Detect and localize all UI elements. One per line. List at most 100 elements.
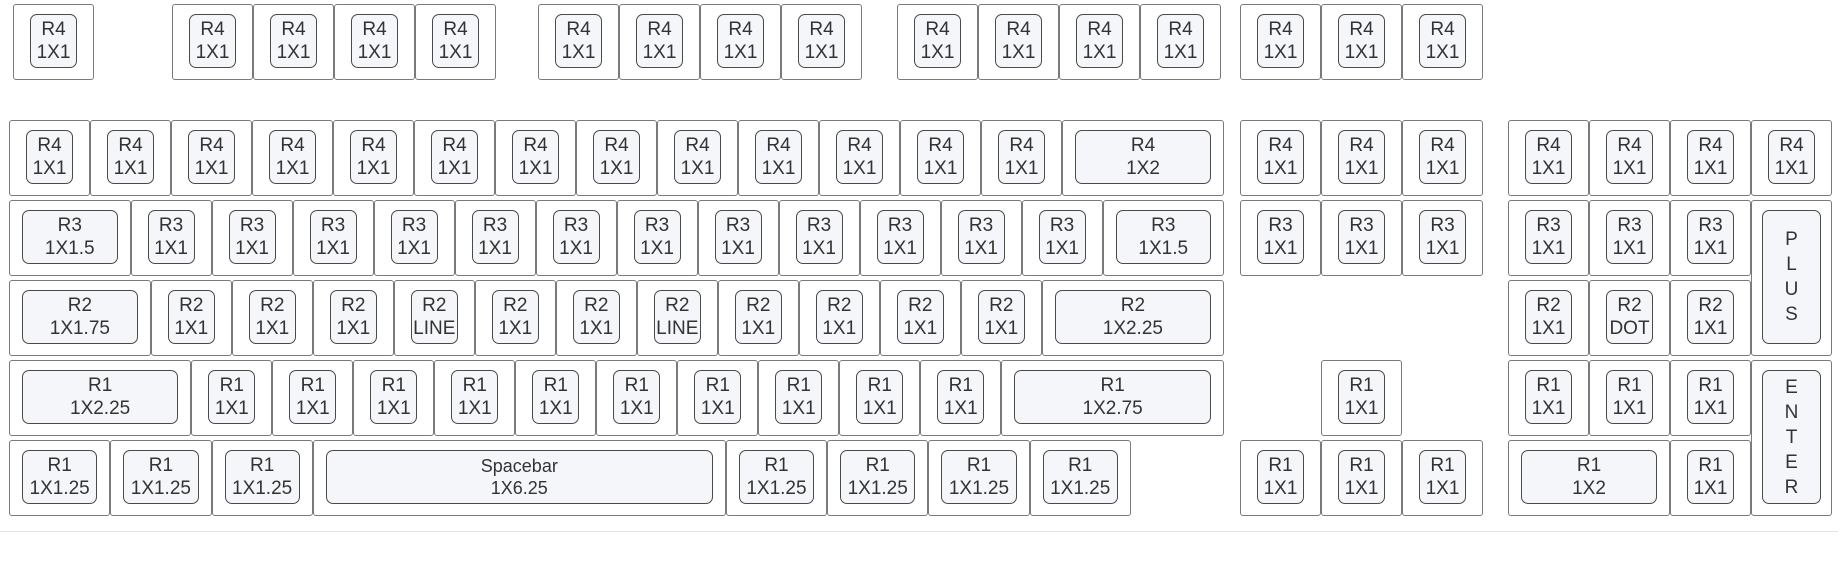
key-backslash: R3 1X1.5 — [1102, 200, 1224, 276]
keycap-row-label: R1 — [865, 455, 890, 476]
key-v: R1 1X1 — [434, 360, 516, 436]
keycap-n8: R4 1X1 — [674, 130, 721, 184]
key-q: R3 1X1 — [130, 200, 212, 276]
keycap-size-label: 1X1 — [113, 158, 148, 179]
keycap-f1: R4 1X1 — [189, 14, 236, 68]
keycap-row-label: R4 — [1617, 135, 1642, 156]
keycap-left-ctrl: R1 1X1.25 — [22, 450, 98, 504]
key-spacebar: Spacebar 1X6.25 — [312, 440, 726, 516]
keycap-size-label: 1X1 — [275, 158, 310, 179]
key-n2: R4 1X1 — [171, 120, 252, 196]
keycap-size-label: 1X1 — [561, 42, 596, 63]
key-enter: R2 1X2.25 — [1041, 280, 1224, 356]
keycap-enter: R2 1X2.25 — [1054, 290, 1211, 344]
keycap-size-label: 1X1 — [376, 398, 411, 419]
key-b: R1 1X1 — [515, 360, 597, 436]
keycap-size-label: 1X1 — [599, 158, 634, 179]
keycap-size-label: 1X1 — [822, 318, 857, 339]
key-n6: R4 1X1 — [495, 120, 576, 196]
key-f6: R4 1X1 — [619, 4, 700, 80]
keycap-left-shift: R1 1X2.25 — [22, 370, 179, 424]
key-f4: R4 1X1 — [415, 4, 496, 80]
keycap-size-label: 1X1 — [255, 318, 290, 339]
keycap-row-label: R2 — [260, 295, 285, 316]
keycap-row-label: R1 — [381, 375, 406, 396]
keycap-arrow-down: R1 1X1 — [1338, 450, 1385, 504]
keycap-size-label: 1X1 — [883, 238, 917, 259]
key-arrow-down: R1 1X1 — [1321, 440, 1402, 516]
key-n9: R4 1X1 — [738, 120, 819, 196]
key-num6: R2 1X1 — [1670, 280, 1751, 356]
key-grave: R4 1X1 — [9, 120, 90, 196]
keycap-row-label: R1 — [249, 455, 275, 476]
key-tab: R3 1X1.5 — [9, 200, 131, 276]
keycap-row-label: R4 — [523, 135, 548, 156]
keycap-size-label: 1X1 — [1693, 478, 1728, 499]
key-num0: R1 1X2 — [1508, 440, 1670, 516]
keycap-size-label: 1X1 — [1163, 42, 1198, 63]
key-p: R3 1X1 — [859, 200, 941, 276]
keycap-row-label: R2 — [1536, 295, 1561, 316]
key-num7: R3 1X1 — [1508, 200, 1589, 276]
key-minus: R4 1X1 — [900, 120, 981, 196]
key-caps-lock: R2 1X1.75 — [9, 280, 151, 356]
keycap-size-label: 1X1 — [680, 158, 715, 179]
keycap-size-label: 1X1 — [438, 42, 473, 63]
keycap-w: R3 1X1 — [228, 210, 276, 264]
keycap-right-shift: R1 1X2.75 — [1014, 370, 1211, 424]
keycap-row-label: R3 — [968, 215, 994, 236]
keycap-size-label: 1X1 — [1612, 398, 1647, 419]
keycap-row-label: R1 — [1617, 375, 1642, 396]
keycap-pause: R4 1X1 — [1419, 14, 1466, 68]
keycap-size-label: 1X1 — [1612, 238, 1647, 259]
key-num-minus: R4 1X1 — [1751, 120, 1832, 196]
keycap-num-lock: R4 1X1 — [1525, 130, 1572, 184]
keycap-row-label: R4 — [1268, 19, 1293, 40]
key-f1: R4 1X1 — [172, 4, 253, 80]
keycap-size-label: 1X1 — [741, 318, 776, 339]
keycap-row-label: R1 — [764, 455, 789, 476]
keycap-size-label: 1X1.25 — [746, 478, 807, 499]
keycap-row-label: R3 — [57, 215, 82, 236]
keycap-row-label: R1 — [1349, 375, 1374, 396]
keycap-row-label: R1 — [705, 375, 730, 396]
keycap-letter: N — [1784, 401, 1799, 423]
keycap-slash: R1 1X1 — [937, 370, 985, 424]
keycap-size-label: 1X1 — [1082, 42, 1117, 63]
key-f11: R4 1X1 — [1059, 4, 1140, 80]
keycap-num6: R2 1X1 — [1687, 290, 1734, 344]
keycap-size-label: 1X1 — [1344, 398, 1379, 419]
key-n4: R4 1X1 — [333, 120, 414, 196]
key-num5: R2 DOT — [1589, 280, 1670, 356]
keycap-row-label: R3 — [482, 215, 508, 236]
keycap-size-label: 1X1 — [1693, 158, 1728, 179]
key-f2: R4 1X1 — [253, 4, 334, 80]
keycap-f9: R4 1X1 — [914, 14, 961, 68]
keycap-left-alt: R1 1X1.25 — [224, 450, 300, 504]
keycap-size-label: 1X1 — [1263, 42, 1298, 63]
key-rbracket: R3 1X1 — [1021, 200, 1103, 276]
keycap-left-win: R1 1X1.25 — [123, 450, 199, 504]
key-esc: R4 1X1 — [13, 4, 94, 80]
keycap-num-divide: R4 1X1 — [1606, 130, 1653, 184]
keycap-row-label: R4 — [281, 19, 306, 40]
keycap-size-label: 1X1 — [1774, 158, 1809, 179]
keycap-row-label: R1 — [1068, 455, 1093, 476]
keycap-arrow-left: R1 1X1 — [1257, 450, 1304, 504]
key-r: R3 1X1 — [373, 200, 455, 276]
keycap-size-label: LINE — [656, 318, 699, 339]
keycap-num9: R3 1X1 — [1687, 210, 1734, 264]
keycap-p: R3 1X1 — [876, 210, 924, 264]
keycap-row-label: R1 — [1698, 375, 1723, 396]
keycap-size-label: 1X1 — [1425, 478, 1460, 499]
keycap-row-label: R1 — [966, 455, 992, 476]
keycap-size-label: 1X1 — [1344, 238, 1379, 259]
keycap-row-label: R4 — [647, 19, 672, 40]
keycap-size-label: 1X1 — [781, 398, 816, 419]
key-slash: R1 1X1 — [920, 360, 1002, 436]
keycap-row-label: R1 — [219, 375, 244, 396]
keycap-row-label: R4 — [1536, 135, 1561, 156]
key-right-shift: R1 1X2.75 — [1001, 360, 1224, 436]
key-n8: R4 1X1 — [657, 120, 738, 196]
